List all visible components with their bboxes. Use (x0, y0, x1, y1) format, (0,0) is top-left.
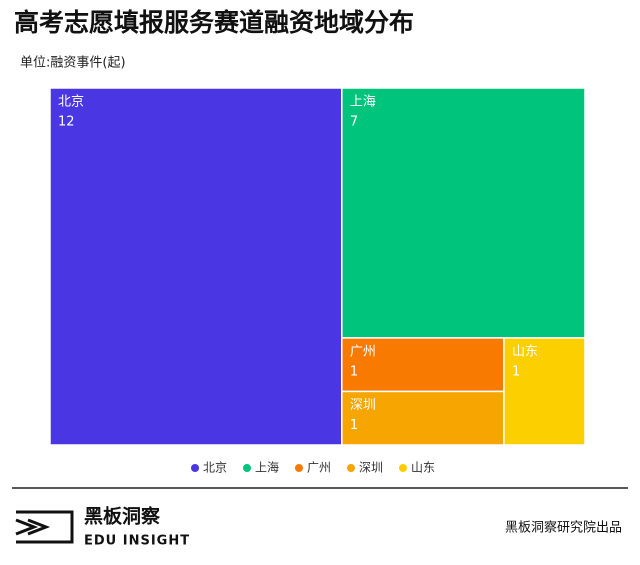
legend-swatch (191, 464, 199, 472)
tile-label: 广州 (350, 344, 376, 359)
tile (341, 390, 505, 446)
tile-label: 上海 (350, 95, 376, 110)
tile (49, 87, 343, 446)
brand-en: EDU INSIGHT (84, 534, 190, 549)
tile-value: 7 (350, 115, 358, 130)
legend-label: 上海 (255, 460, 279, 475)
legend-swatch (399, 464, 407, 472)
tile (503, 337, 586, 446)
credit: 黑板洞察研究院出品 (505, 521, 622, 536)
chart-title: 高考志愿填报服务赛道融资地域分布 (14, 8, 414, 37)
tile-label: 北京 (58, 95, 84, 110)
legend-label: 深圳 (359, 461, 383, 475)
tile (341, 87, 586, 339)
legend-swatch (243, 464, 251, 472)
chart-subtitle: 单位:融资事件(起) (20, 56, 126, 71)
tile-label: 深圳 (350, 398, 376, 413)
legend-swatch (347, 464, 355, 472)
tile-value: 12 (58, 115, 75, 130)
tile-value: 1 (512, 364, 520, 379)
legend-swatch (295, 464, 303, 472)
legend-label: 广州 (307, 461, 331, 475)
tile-value: 1 (350, 364, 358, 379)
legend-label: 北京 (203, 461, 227, 475)
tile-value: 1 (350, 418, 358, 433)
logo-icon (15, 510, 74, 544)
tile-label: 山东 (512, 344, 538, 359)
brand: 黑板洞察 (84, 505, 161, 528)
legend-label: 山东 (411, 461, 435, 475)
